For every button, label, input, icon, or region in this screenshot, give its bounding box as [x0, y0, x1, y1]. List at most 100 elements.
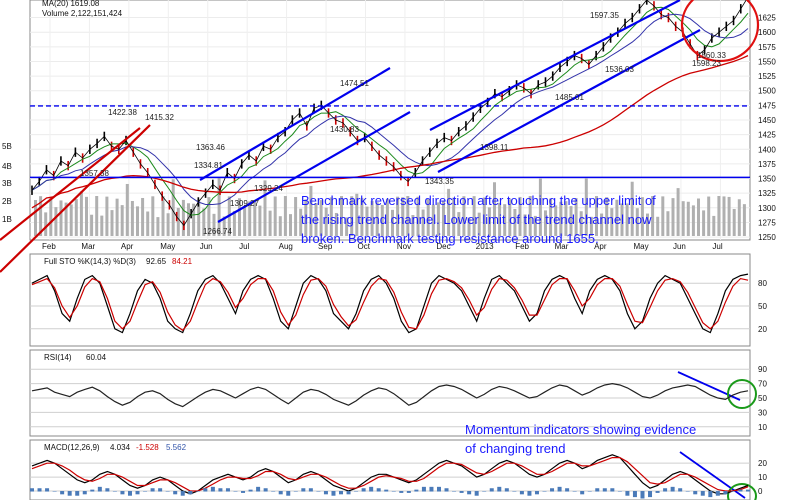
x-axis-tick: Mar: [81, 242, 95, 251]
volume-bar: [656, 216, 660, 236]
channel-2-lower: [437, 29, 701, 173]
volume-bar: [263, 180, 267, 236]
macd-histogram-bar: [459, 491, 464, 493]
volume-bar: [707, 196, 711, 236]
x-axis-tick: Dec: [436, 242, 450, 251]
macd-histogram-bar: [663, 488, 668, 492]
volume-bar: [238, 198, 241, 236]
macd-histogram-bar: [361, 488, 366, 492]
volume-bar: [110, 210, 114, 236]
price-y-tick: 1325: [758, 189, 776, 198]
osc-y-tick: 10: [758, 423, 767, 432]
volume-bar: [283, 196, 287, 236]
price-line: [31, 0, 747, 227]
ma-short-line: [31, 6, 749, 216]
macd-histogram-bar: [331, 491, 336, 496]
x-axis-tick: Apr: [594, 242, 607, 251]
macd-histogram-bar: [715, 491, 720, 496]
volume-bar: [391, 209, 394, 236]
volume-bar: [79, 191, 83, 236]
volume-bar: [523, 214, 527, 236]
macd-histogram-bar: [640, 491, 645, 499]
volume-bar: [176, 207, 180, 236]
macd-histogram-bar: [625, 491, 630, 496]
channel-2-upper: [429, 0, 681, 131]
macd-histogram-bar: [482, 491, 487, 492]
macd-histogram-bar: [693, 491, 698, 495]
price-data-label: 1357.38: [80, 169, 109, 178]
volume-bar: [34, 200, 37, 236]
macd-histogram-bar: [323, 491, 328, 495]
rsi-header: RSI(14) 60.04: [44, 353, 107, 362]
volume-bar: [125, 183, 129, 236]
volume-bar: [268, 210, 272, 236]
volume-bar: [340, 196, 343, 236]
volume-bar: [538, 178, 542, 236]
osc-y-tick: 20: [758, 325, 767, 334]
price-note-line-3: broken. Benchmark testing resistance aro…: [301, 231, 599, 246]
price-y-tick: 1575: [758, 43, 776, 52]
macd-histogram-bar: [30, 488, 34, 492]
volume-bar: [217, 178, 221, 236]
price-data-label: 1422.38: [108, 108, 137, 117]
volume-bar: [355, 193, 359, 236]
macd-histogram-bar: [210, 486, 215, 492]
volume-bar: [289, 214, 292, 236]
volume-bar: [640, 197, 644, 236]
volume-tick: 4B: [2, 162, 12, 171]
volume-bar: [192, 203, 196, 236]
rsi-panel: [29, 349, 751, 437]
price-data-label: 1560.33: [697, 51, 726, 60]
volume-bar: [95, 196, 99, 236]
volume-bar: [564, 201, 568, 236]
macd-signal: -1.528: [136, 443, 159, 452]
macd-histogram-bar: [730, 491, 735, 492]
volume-bar: [635, 208, 639, 236]
macd-histogram-bar: [406, 491, 411, 493]
x-axis-tick: Oct: [357, 242, 370, 251]
volume-bar: [202, 208, 206, 236]
macd-histogram-bar: [429, 486, 434, 492]
macd-histogram-bar: [316, 491, 321, 492]
macd-histogram-bar: [158, 488, 163, 492]
macd-histogram-bar: [534, 491, 539, 495]
volume-bar: [304, 199, 308, 236]
rsi-trend-line: [677, 371, 741, 401]
volume-bar: [309, 185, 313, 236]
volume-bar: [462, 196, 466, 236]
volume-bar: [472, 196, 476, 236]
macd-histogram-bar: [143, 491, 148, 492]
volume-bar: [319, 200, 323, 236]
volume-bar: [365, 206, 369, 236]
macd-histogram-bar: [67, 491, 72, 496]
macd-histogram-bar: [512, 491, 517, 492]
osc-y-tick: 70: [758, 380, 767, 389]
volume-bar: [600, 213, 604, 236]
rsi-value: 60.04: [86, 353, 107, 362]
volume-bar: [385, 198, 389, 236]
volume-bar: [697, 198, 700, 236]
volume-bar: [717, 196, 721, 236]
macd-histogram-bar: [685, 491, 690, 492]
volume-bar: [589, 216, 593, 236]
osc-y-tick: 90: [758, 365, 767, 374]
volume-bar: [605, 197, 609, 236]
macd-histogram-bar: [376, 488, 381, 492]
volume-bar: [74, 199, 78, 236]
volume-bar: [549, 198, 553, 236]
axis-ticks: 1625 1600 1575 1550 1525 1500 1475 1450 1425 1400…: [2, 14, 776, 496]
volume-bar: [258, 205, 262, 236]
volume-bar: [493, 182, 496, 236]
volume-bar: [518, 196, 522, 236]
macd-histogram-bar: [436, 486, 441, 492]
volume-bar: [732, 208, 736, 236]
stochastic-panel: [29, 253, 751, 347]
volume-bar: [243, 205, 247, 236]
channel-1-upper: [199, 67, 391, 181]
macd-histogram-bar: [467, 491, 472, 495]
macd-histogram-bar: [550, 488, 555, 492]
red-trend-line-2: [0, 124, 151, 273]
red-highlight-circle: [680, 0, 760, 63]
price-y-tick: 1425: [758, 131, 776, 140]
volume-bar: [207, 197, 211, 236]
